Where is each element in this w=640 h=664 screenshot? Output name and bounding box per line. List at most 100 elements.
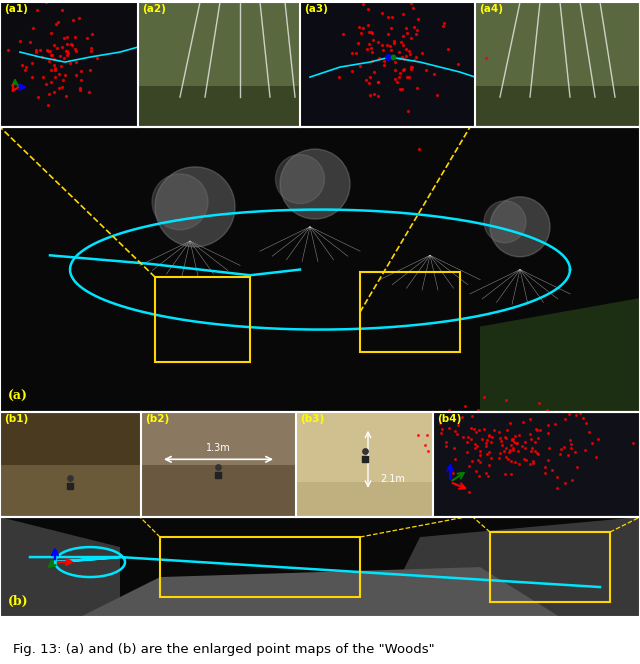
Point [540,467,550,478]
Point [472,441,482,452]
Point [423,446,433,456]
Bar [490,532,610,602]
Point [76,66,86,76]
Text: 1.3m: 1.3m [205,444,230,454]
Point [54,50,65,61]
Point [591,452,601,463]
Point [45,76,56,87]
Point [438,21,448,32]
Bar [475,86,640,127]
Point [358,23,368,34]
Point [500,432,511,442]
Point [463,461,474,471]
Point [593,434,603,444]
Point [386,44,396,55]
Point [388,52,398,62]
Point [482,434,492,445]
Point [409,22,419,33]
Text: (a): (a) [8,390,28,403]
Point [403,106,413,116]
Point [417,47,427,58]
Point [404,46,414,56]
Point [420,440,430,450]
Point [82,32,92,42]
Point [527,458,538,469]
Point [71,45,81,56]
Point [481,53,492,64]
Bar [141,412,296,517]
Point [443,44,453,54]
Point [470,442,480,453]
Point [369,35,379,45]
Bar [0,412,141,465]
Text: (b4): (b4) [437,414,461,424]
Point [45,65,56,76]
Point [559,478,570,489]
Point [440,441,451,452]
Point [462,447,472,457]
Point [364,39,374,49]
Bar [138,2,300,127]
Point [506,440,516,450]
Point [43,100,53,110]
Point [452,420,463,430]
Circle shape [484,201,526,243]
Polygon shape [0,517,120,617]
Point [394,72,404,82]
Point [372,77,383,88]
Point [363,3,373,14]
Point [358,0,369,10]
Point [71,70,81,80]
Point [534,397,544,408]
Point [402,28,412,39]
Point [62,46,72,56]
Point [49,87,59,98]
Point [38,71,49,82]
Point [388,38,399,48]
Point [40,0,51,7]
Point [484,460,494,471]
Point [563,450,573,461]
Point [15,35,26,46]
Point [401,23,412,33]
Bar [0,412,141,517]
Point [518,454,529,464]
Point [571,410,581,420]
Point [508,443,518,454]
Point [509,436,519,447]
Point [484,446,495,457]
Point [412,25,422,35]
Point [383,29,394,40]
Point [50,64,60,75]
Point [378,44,388,55]
Point [567,475,577,485]
Point [521,455,531,465]
Point [392,76,402,87]
Point [61,31,72,42]
Bar [475,2,640,127]
Point [43,45,53,56]
Point [511,438,521,448]
Point [530,446,540,456]
Point [479,424,489,434]
Bar [296,412,433,517]
Point [372,37,383,48]
Point [507,435,517,446]
Point [581,418,591,428]
Bar [0,127,640,412]
Point [450,454,460,464]
Point [525,434,536,444]
Point [379,60,389,70]
Point [559,414,570,425]
Point [397,39,408,50]
Point [57,42,67,52]
Point [397,64,408,75]
Point [481,438,492,449]
Point [489,425,499,436]
Point [525,446,536,456]
Bar [0,2,640,127]
Point [20,64,30,75]
Point [499,446,509,457]
Point [383,12,393,23]
Point [448,468,458,479]
